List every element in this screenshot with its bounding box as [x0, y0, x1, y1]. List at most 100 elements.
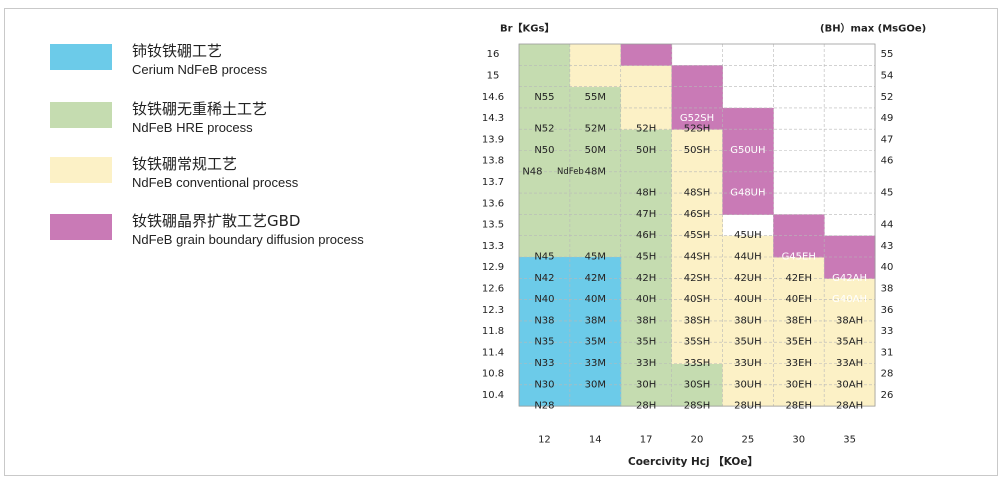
- grade-label: 30UH: [734, 379, 762, 390]
- figure-frame: [4, 8, 998, 476]
- grade-label: 48M: [585, 166, 606, 177]
- legend-label-en: NdFeB HRE process: [132, 120, 253, 135]
- br-tick-label: 10.4: [482, 390, 504, 401]
- br-tick-label: 11.4: [482, 347, 504, 358]
- grade-label: N30: [534, 379, 554, 390]
- br-tick-label: 13.7: [482, 177, 504, 188]
- grade-label: 38EH: [785, 315, 812, 326]
- grade-label: 30SH: [684, 379, 711, 390]
- grade-label: N33: [534, 358, 554, 369]
- br-tick-label: 12.6: [482, 283, 504, 294]
- grade-label: 28SH: [684, 401, 711, 412]
- bhmax-tick-label: 49: [881, 113, 894, 124]
- grade-label: 38M: [585, 315, 606, 326]
- grade-label: 35SH: [684, 337, 711, 348]
- bhmax-tick-label: 43: [881, 241, 894, 252]
- grade-label: 38SH: [684, 315, 711, 326]
- grade-label: 55M: [585, 92, 606, 103]
- region-hre_free: [620, 299, 673, 407]
- grade-label: 50SH: [684, 145, 711, 156]
- legend-label-en: Cerium NdFeB process: [132, 62, 268, 77]
- grade-label: 50H: [636, 145, 656, 156]
- hcj-tick-label: 12: [538, 435, 551, 446]
- br-axis-title: Br【KGs】: [500, 22, 554, 35]
- grade-label: 46H: [636, 230, 656, 241]
- grade-label: 33H: [636, 358, 656, 369]
- grade-label: 44UH: [734, 252, 762, 263]
- bhmax-tick-label: 28: [881, 369, 894, 380]
- bhmax-tick-label: 44: [881, 220, 894, 231]
- br-tick-label: 13.3: [482, 241, 504, 252]
- grade-label: N50: [534, 145, 554, 156]
- grade-label: 50M: [585, 145, 606, 156]
- br-tick-label: 11.8: [482, 326, 504, 337]
- grade-label: 45UH: [734, 230, 762, 241]
- grade-label: 33SH: [684, 358, 711, 369]
- br-tick-label: 13.9: [482, 134, 504, 145]
- grade-label: 28EH: [785, 401, 812, 412]
- grade-label: 42H: [636, 273, 656, 284]
- grade-label: N55: [534, 92, 554, 103]
- grade-label: 30M: [585, 379, 606, 390]
- grade-label: 44SH: [684, 252, 711, 263]
- legend-swatch-cerium: [50, 44, 112, 70]
- grade-label: 46SH: [684, 209, 711, 220]
- hcj-tick-label: 14: [589, 435, 602, 446]
- grade-label: 48SH: [684, 188, 711, 199]
- grade-label: 42SH: [684, 273, 711, 284]
- br-tick-label: 15: [487, 70, 500, 81]
- legend-swatch-hre: [50, 102, 112, 128]
- br-tick-label: 16: [487, 49, 500, 60]
- grade-label: G40AH: [832, 294, 867, 305]
- grade-label: N28: [534, 401, 554, 412]
- region-gbd: [722, 107, 774, 215]
- grade-label: 45H: [636, 252, 656, 263]
- grade-label: 47H: [636, 209, 656, 220]
- hcj-tick-label: 25: [742, 435, 755, 446]
- grade-label: 40EH: [785, 294, 812, 305]
- grade-label: 38H: [636, 315, 656, 326]
- bhmax-tick-label: 54: [881, 70, 894, 81]
- hcj-tick-label: 35: [843, 435, 856, 446]
- grade-label: 33AH: [836, 358, 863, 369]
- bhmax-tick-label: 55: [881, 49, 894, 60]
- bhmax-tick-label: 33: [881, 326, 894, 337]
- grade-label: 45M: [585, 252, 606, 263]
- bhmax-tick-label: 38: [881, 283, 894, 294]
- grade-label: 35EH: [785, 337, 812, 348]
- grade-label: N40: [534, 294, 554, 305]
- br-tick-label: 13.5: [482, 220, 504, 231]
- grade-label: 30EH: [785, 379, 812, 390]
- grade-label: 28AH: [836, 401, 863, 412]
- region-conventional: [671, 129, 723, 364]
- grade-label: 30AH: [836, 379, 863, 390]
- legend-label-cn: 铈钕铁硼工艺: [132, 42, 223, 60]
- grade-label: 45SH: [684, 230, 711, 241]
- bhmax-tick-label: 46: [881, 156, 894, 167]
- legend-label-cn: 钕铁硼晶界扩散工艺GBD: [132, 212, 301, 230]
- grade-label: N52: [534, 124, 554, 135]
- bhmax-tick-label: 47: [881, 134, 894, 145]
- grade-label: 42UH: [734, 273, 762, 284]
- grade-label: 52SH: [684, 124, 711, 135]
- br-tick-label: 12.3: [482, 305, 504, 316]
- grade-label: G50UH: [730, 145, 765, 156]
- hcj-axis-title: Coercivity Hcj 【KOe】: [628, 455, 758, 468]
- br-tick-label: 14.3: [482, 113, 504, 124]
- legend-swatch-gbd: [50, 214, 112, 240]
- grade-label: N48: [522, 166, 542, 177]
- grade-label: 35AH: [836, 337, 863, 348]
- legend-label-cn: 钕铁硼常规工艺: [132, 155, 238, 173]
- grade-label: 42EH: [785, 273, 812, 284]
- grade-label: N42: [534, 273, 554, 284]
- grade-label: 52H: [636, 124, 656, 135]
- region-conventional: [773, 257, 825, 407]
- bhmax-axis-title: (BH）max (MsGOe): [820, 22, 926, 35]
- legend-swatch-conventional: [50, 157, 112, 183]
- region-gbd: [620, 44, 673, 66]
- bhmax-tick-label: 36: [881, 305, 894, 316]
- br-tick-label: 13.6: [482, 198, 504, 209]
- bhmax-tick-label: 31: [881, 347, 894, 358]
- grade-label: N35: [534, 337, 554, 348]
